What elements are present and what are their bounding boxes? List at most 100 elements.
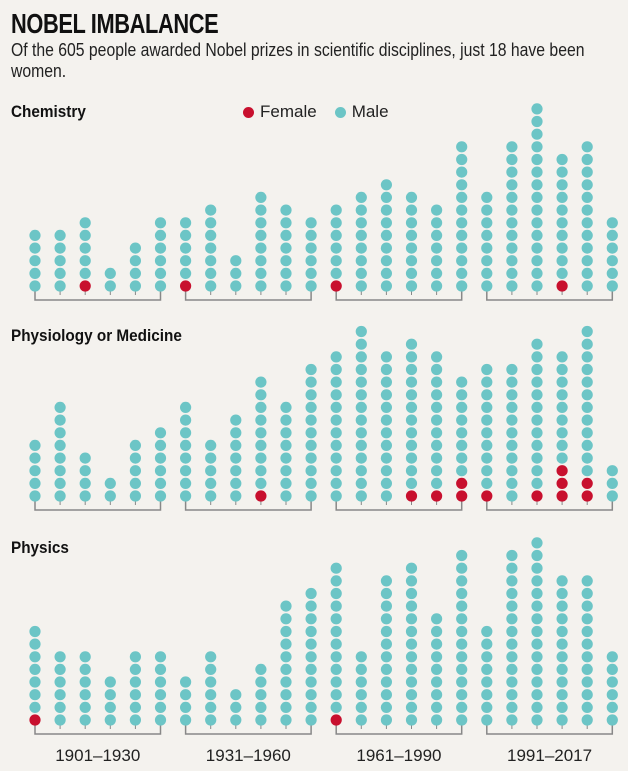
male-laureate-dot-chemistry [606, 229, 618, 241]
male-laureate-dot-physics [556, 663, 568, 676]
male-laureate-dot-physics [456, 651, 468, 663]
male-laureate-dot-chemistry [456, 280, 468, 292]
male-laureate-dot-chemistry [180, 242, 192, 254]
male-laureate-dot-physiology-or-medicine [556, 401, 568, 413]
male-laureate-dot-physiology-or-medicine [305, 414, 317, 426]
male-laureate-dot-chemistry [481, 217, 493, 229]
male-laureate-dot-physiology-or-medicine [154, 477, 167, 489]
male-laureate-dot-chemistry [355, 242, 367, 254]
male-laureate-dot-chemistry [330, 229, 342, 241]
male-laureate-dot-chemistry [481, 255, 493, 267]
bracket-chemistry-0 [34, 290, 162, 301]
male-laureate-dot-physics [104, 714, 116, 726]
male-laureate-dot-chemistry [506, 191, 518, 203]
male-laureate-dot-physics [606, 663, 618, 676]
male-laureate-dot-physics [380, 689, 392, 701]
male-laureate-dot-physics [205, 689, 217, 701]
male-laureate-dot-physiology-or-medicine [380, 477, 392, 489]
male-laureate-dot-physiology-or-medicine [405, 465, 418, 477]
male-laureate-dot-physics [531, 663, 543, 676]
male-laureate-dot-chemistry [129, 280, 141, 292]
male-laureate-dot-chemistry [255, 267, 267, 279]
male-laureate-dot-physiology-or-medicine [305, 439, 317, 451]
male-laureate-dot-chemistry [531, 141, 543, 153]
male-laureate-dot-physiology-or-medicine [305, 363, 317, 376]
male-laureate-dot-chemistry [556, 217, 568, 229]
bracket-physiology-or-medicine-2 [335, 500, 463, 511]
male-laureate-dot-physics [380, 676, 392, 688]
male-laureate-dot-physiology-or-medicine [556, 427, 568, 439]
male-laureate-dot-chemistry [531, 166, 543, 178]
male-laureate-dot-chemistry [405, 191, 418, 203]
male-laureate-dot-physiology-or-medicine [431, 439, 443, 451]
male-laureate-dot-physiology-or-medicine [29, 439, 41, 451]
male-laureate-dot-physics [581, 714, 593, 726]
male-laureate-dot-chemistry [531, 229, 543, 241]
male-laureate-dot-physics [380, 701, 392, 714]
male-laureate-dot-physics [205, 651, 217, 663]
male-laureate-dot-physiology-or-medicine [506, 452, 518, 464]
male-laureate-dot-chemistry [481, 204, 493, 216]
male-laureate-dot-physics [405, 663, 418, 676]
male-laureate-dot-physics [506, 587, 518, 600]
male-laureate-dot-physics [29, 701, 41, 714]
male-laureate-dot-physiology-or-medicine [154, 452, 167, 464]
male-laureate-dot-physiology-or-medicine [180, 401, 192, 413]
male-laureate-dot-physics [456, 625, 468, 638]
male-laureate-dot-physiology-or-medicine [556, 363, 568, 376]
male-laureate-dot-physiology-or-medicine [330, 477, 342, 489]
male-laureate-dot-physics [431, 701, 443, 714]
male-laureate-dot-physics [29, 663, 41, 676]
male-laureate-dot-physiology-or-medicine [380, 414, 392, 426]
male-laureate-dot-physiology-or-medicine [255, 414, 267, 426]
male-laureate-dot-physics [431, 676, 443, 688]
male-laureate-dot-physiology-or-medicine [380, 351, 392, 363]
male-laureate-dot-physics [280, 613, 292, 625]
male-laureate-dot-physics [481, 625, 493, 638]
male-laureate-dot-chemistry [255, 191, 267, 203]
male-laureate-dot-physiology-or-medicine [456, 465, 468, 477]
male-laureate-dot-chemistry [305, 229, 317, 241]
male-laureate-dot-chemistry [581, 280, 593, 292]
male-laureate-dot-physics [79, 689, 91, 701]
male-laureate-dot-physics [581, 676, 593, 688]
male-laureate-dot-physiology-or-medicine [581, 439, 593, 451]
male-laureate-dot-physiology-or-medicine [54, 401, 66, 413]
male-laureate-dot-physics [506, 651, 518, 663]
male-laureate-dot-physics [506, 625, 518, 638]
male-laureate-dot-physiology-or-medicine [180, 414, 192, 426]
male-laureate-dot-physiology-or-medicine [405, 376, 418, 388]
male-laureate-dot-physics [305, 613, 317, 625]
male-laureate-dot-chemistry [531, 267, 543, 279]
male-laureate-dot-physics [405, 562, 418, 574]
male-laureate-dot-chemistry [154, 229, 167, 241]
male-laureate-dot-chemistry [506, 229, 518, 241]
male-laureate-dot-physiology-or-medicine [581, 325, 593, 338]
male-laureate-dot-physics [129, 663, 141, 676]
male-laureate-dot-chemistry [481, 280, 493, 292]
male-laureate-dot-physiology-or-medicine [581, 465, 593, 477]
male-laureate-dot-physiology-or-medicine [355, 427, 367, 439]
male-laureate-dot-physiology-or-medicine [230, 490, 242, 502]
male-laureate-dot-chemistry [330, 267, 342, 279]
male-laureate-dot-physics [380, 587, 392, 600]
male-laureate-dot-chemistry [556, 204, 568, 216]
legend-female-label: Female [260, 102, 317, 121]
male-laureate-dot-physics [79, 651, 91, 663]
male-laureate-dot-physiology-or-medicine [280, 477, 292, 489]
male-laureate-dot-physics [456, 562, 468, 574]
female-laureate-dot-physiology-or-medicine [581, 490, 593, 502]
male-laureate-dot-physiology-or-medicine [180, 477, 192, 489]
male-laureate-dot-chemistry [556, 229, 568, 241]
male-laureate-dot-physics [506, 549, 518, 562]
male-laureate-dot-chemistry [506, 242, 518, 254]
male-laureate-dot-chemistry [205, 229, 217, 241]
period-label-0: 1901–1930 [55, 746, 140, 765]
male-laureate-dot-physiology-or-medicine [481, 414, 493, 426]
male-laureate-dot-physics [556, 575, 568, 587]
male-laureate-dot-chemistry [180, 255, 192, 267]
male-laureate-dot-physics [205, 663, 217, 676]
male-laureate-dot-chemistry [431, 267, 443, 279]
male-laureate-dot-chemistry [556, 242, 568, 254]
male-laureate-dot-physiology-or-medicine [280, 427, 292, 439]
